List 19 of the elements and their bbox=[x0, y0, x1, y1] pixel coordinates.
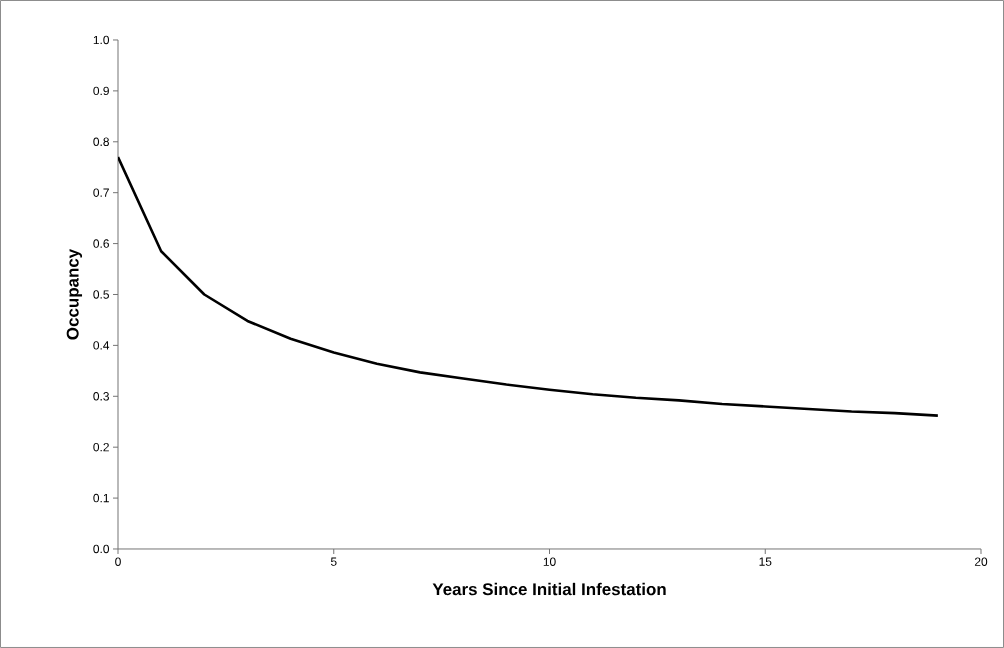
y-tick-label: 1.0 bbox=[93, 35, 110, 45]
x-axis-title: Years Since Initial Infestation bbox=[432, 582, 666, 596]
line-series bbox=[118, 155, 940, 417]
y-tick-label: 0.1 bbox=[93, 493, 109, 503]
y-tick-label: 0.6 bbox=[93, 239, 109, 248]
y-tick-label: 0.7 bbox=[93, 188, 109, 197]
x-tick-label: 0 bbox=[115, 557, 121, 566]
y-axis-title: Occupancy bbox=[66, 248, 83, 340]
x-tick-label: 5 bbox=[330, 557, 337, 566]
y-tick-label: 0.9 bbox=[93, 86, 109, 96]
y-tick-label: 0.5 bbox=[93, 290, 109, 299]
x-tick-label: 20 bbox=[974, 557, 988, 566]
y-tick-label: 0.4 bbox=[93, 341, 110, 350]
x-tick-label: 10 bbox=[543, 557, 556, 566]
x-tick-label: 15 bbox=[759, 557, 772, 566]
y-tick-label: 0.0 bbox=[93, 544, 110, 554]
y-tick-label: 0.8 bbox=[93, 137, 109, 147]
y-tick-label: 0.3 bbox=[93, 392, 109, 401]
y-tick-label: 0.2 bbox=[93, 442, 109, 452]
